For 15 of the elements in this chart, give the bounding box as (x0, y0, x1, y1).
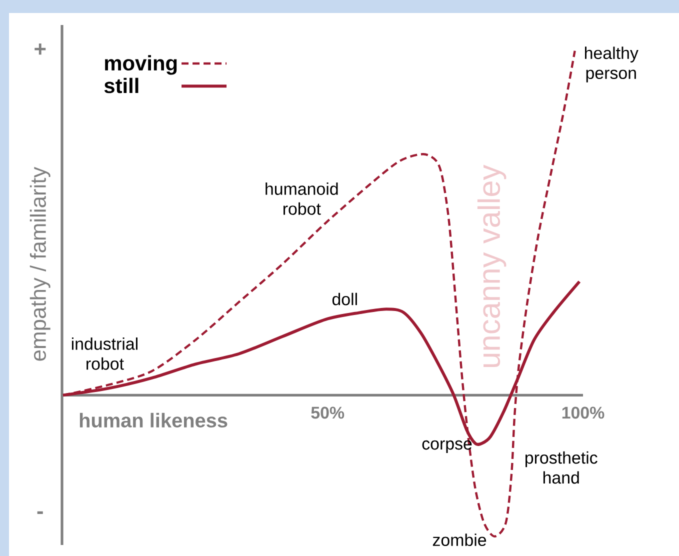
annotation: humanoid robot (266, 182, 338, 215)
annotation: doll (332, 292, 357, 306)
legend-label: moving (105, 55, 177, 75)
y-axis-title: empathy / familiarity (30, 166, 50, 361)
legend-label: still (104, 78, 138, 94)
text: - (37, 511, 43, 514)
text: healthy person (585, 46, 638, 82)
text: + (34, 44, 46, 55)
x-tick-label: 50% (311, 406, 344, 419)
annotation: prosthetic hand (526, 451, 598, 484)
x-tick-label: 100% (562, 406, 604, 419)
x-axis-title: human likeness (80, 412, 228, 428)
annotation: corpse (422, 440, 472, 454)
annotation: zombie (432, 534, 486, 546)
annotation: industrial robot (72, 337, 138, 370)
